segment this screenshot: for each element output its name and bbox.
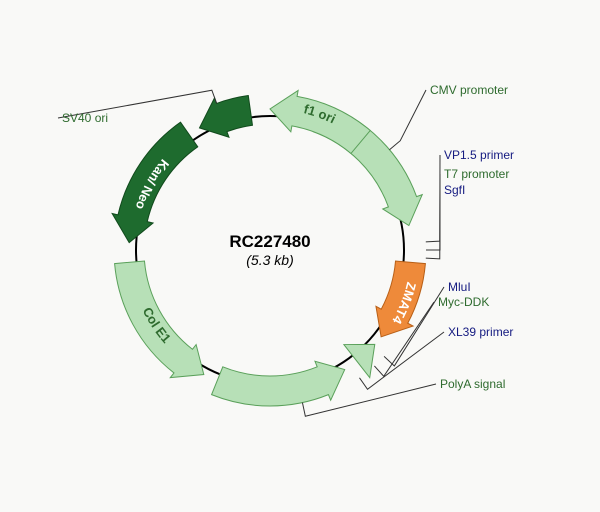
segment-mycddk (344, 344, 375, 377)
leader-line (58, 90, 217, 118)
leader-line (426, 155, 440, 242)
leader-line (426, 190, 440, 259)
plasmid-map: ZMAT4Col E1Kan/ Neof1 ori (0, 0, 600, 512)
leader-line (390, 90, 426, 150)
segment-f1ori (270, 90, 370, 153)
segment-polya (212, 361, 345, 406)
leader-line (426, 174, 440, 250)
